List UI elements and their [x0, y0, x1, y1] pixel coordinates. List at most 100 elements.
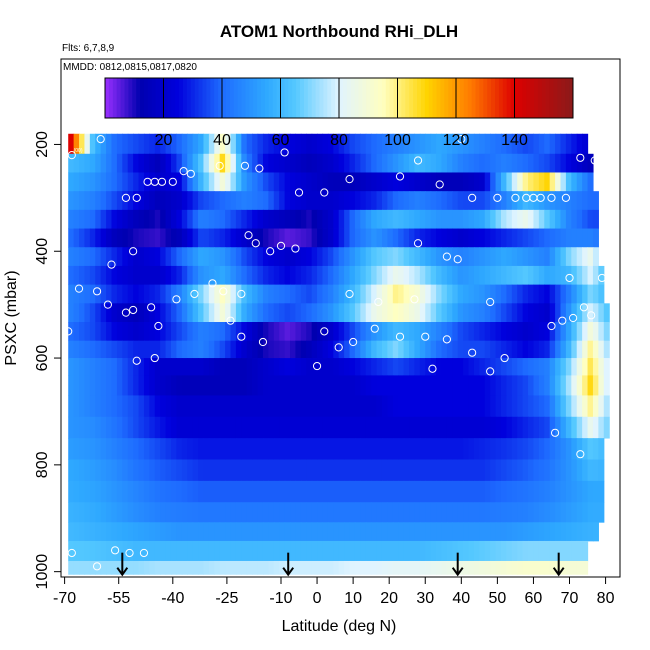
heatmap-cell — [457, 459, 464, 482]
heatmap-cell — [306, 540, 313, 562]
heatmap-cell — [187, 153, 194, 173]
heatmap-cell — [252, 284, 259, 304]
heatmap-cell — [463, 209, 470, 229]
heatmap-cell — [279, 459, 286, 482]
heatmap-cell — [430, 416, 437, 439]
heatmap-cell — [544, 395, 551, 418]
heatmap-cell — [500, 395, 507, 418]
heatmap-cell — [409, 191, 416, 211]
heatmap-cell — [398, 340, 405, 359]
heatmap-cell — [219, 358, 226, 376]
heatmap-cell — [290, 459, 297, 482]
heatmap-cell — [582, 502, 589, 523]
heatmap-cell — [333, 284, 340, 304]
heatmap-cell — [392, 322, 399, 342]
heatmap-cell — [349, 560, 356, 575]
heatmap-cell — [187, 228, 194, 248]
heatmap-cell — [430, 133, 437, 155]
heatmap-cell — [133, 284, 140, 304]
heatmap-cell — [376, 560, 383, 575]
heatmap-cell — [219, 133, 226, 155]
heatmap-cell — [68, 522, 75, 542]
heatmap-cell — [446, 502, 453, 523]
heatmap-cell — [430, 502, 437, 523]
heatmap-cell — [317, 191, 324, 211]
heatmap-cell — [181, 340, 188, 359]
heatmap-cell — [490, 522, 497, 542]
heatmap-cell — [219, 459, 226, 482]
heatmap-cell — [106, 247, 113, 267]
heatmap-cell — [365, 416, 372, 439]
heatmap-cell — [517, 228, 524, 248]
heatmap-cell — [306, 247, 313, 267]
heatmap-cell — [430, 322, 437, 342]
heatmap-cell — [279, 395, 286, 418]
heatmap-cell — [160, 416, 167, 439]
heatmap-cell — [122, 340, 129, 359]
heatmap-cell — [327, 395, 334, 418]
heatmap-cell — [100, 265, 107, 286]
heatmap-cell — [68, 153, 75, 173]
profile-point — [312, 361, 322, 371]
heatmap-cell — [338, 191, 345, 211]
profile-point — [565, 273, 574, 283]
heatmap-cell — [360, 480, 367, 503]
heatmap-cell — [565, 153, 572, 173]
heatmap-cell — [116, 340, 123, 359]
y-tick-label: 800 — [34, 451, 51, 478]
heatmap-cell — [414, 480, 421, 503]
heatmap-cell — [187, 438, 194, 460]
heatmap-cell — [354, 322, 361, 342]
heatmap-cell — [149, 502, 156, 523]
heatmap-cell — [116, 303, 123, 323]
heatmap-cell — [262, 153, 269, 173]
heatmap-cell — [598, 480, 605, 503]
heatmap-cell — [344, 358, 351, 376]
heatmap-cell — [181, 358, 188, 376]
heatmap-cell — [246, 395, 253, 418]
heatmap-cell — [576, 480, 583, 503]
heatmap-cell — [133, 480, 140, 503]
heatmap-cell — [484, 228, 491, 248]
heatmap-cell — [430, 284, 437, 304]
heatmap-cell — [560, 375, 567, 396]
heatmap-cell — [79, 459, 86, 482]
heatmap-cell — [582, 375, 589, 396]
heatmap-cell — [295, 322, 302, 342]
heatmap-cell — [284, 172, 291, 192]
heatmap-cell — [262, 191, 269, 211]
heatmap-cell — [495, 340, 502, 359]
heatmap-cell — [495, 358, 502, 376]
heatmap-cell — [376, 265, 383, 286]
heatmap-cell — [73, 540, 80, 562]
heatmap-cell — [533, 395, 540, 418]
heatmap-cell — [419, 133, 426, 155]
heatmap-cell — [473, 560, 480, 575]
profile-point — [453, 255, 462, 264]
heatmap-cell — [376, 153, 383, 173]
heatmap-cell — [176, 153, 183, 173]
heatmap-cell — [517, 303, 524, 323]
heatmap-cell — [582, 172, 589, 192]
heatmap-cell — [317, 416, 324, 439]
heatmap-cell — [327, 375, 334, 396]
colorbar-segment — [327, 78, 332, 118]
heatmap-cell — [306, 358, 313, 376]
heatmap-cell — [468, 395, 475, 418]
heatmap-cell — [549, 375, 556, 396]
heatmap-cell — [381, 153, 388, 173]
heatmap-cell — [549, 303, 556, 323]
heatmap-cell — [538, 522, 545, 542]
colorbar-segment — [229, 78, 235, 118]
heatmap-cell — [354, 560, 361, 575]
heatmap-cell — [354, 502, 361, 523]
heatmap-cell — [187, 502, 194, 523]
heatmap-cell — [187, 191, 194, 211]
heatmap-cell — [268, 209, 275, 229]
heatmap-cell — [446, 358, 453, 376]
heatmap-cell — [306, 438, 313, 460]
heatmap-cell — [252, 522, 259, 542]
heatmap-cell — [490, 395, 497, 418]
heatmap-cell — [560, 480, 567, 503]
heatmap-cell — [241, 247, 248, 267]
